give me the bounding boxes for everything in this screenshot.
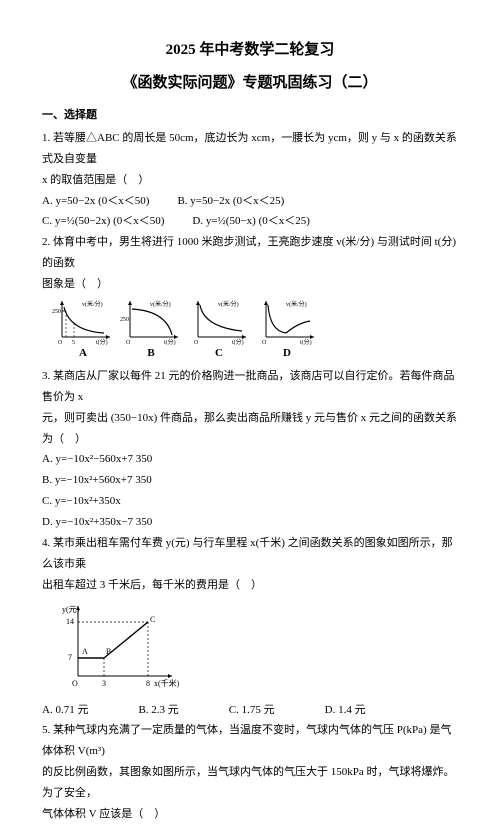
page-title-2: 《函数实际问题》专题巩固练习（二） <box>42 69 458 98</box>
svg-text:v(米/分): v(米/分) <box>82 300 103 308</box>
svg-text:v(米/分): v(米/分) <box>286 300 307 308</box>
q3-stem-line1: 3. 某商店从厂家以每件 21 元的价格购进一批商品，该商店可以自行定价。若每件… <box>42 366 458 408</box>
svg-text:v(米/分): v(米/分) <box>218 300 239 308</box>
q1-option-b: B. y=50−2x (0＜x＜25) <box>177 191 284 212</box>
q2-chart-a-caption: A <box>52 343 114 364</box>
q4-option-c: C. 1.75 元 <box>229 700 275 721</box>
q2-chart-d-caption: D <box>256 343 318 364</box>
q3-option-b: B. y=−10x²+560x+7 350 <box>42 470 458 491</box>
svg-text:7: 7 <box>68 653 72 662</box>
svg-text:O: O <box>194 340 199 345</box>
q2-chart-d: v(米/分) O t(分) D <box>256 297 318 364</box>
svg-text:t(分): t(分) <box>96 338 108 345</box>
q2-chart-c-caption: C <box>188 343 250 364</box>
q2-chart-c: v(米/分) O t(分) C <box>188 297 250 364</box>
svg-text:O: O <box>58 340 63 345</box>
q2-chart-a: 250 v(米/分) O 5 t(分) A <box>52 297 114 364</box>
q4-chart: y(元) 7 14 A B C O 3 8 x(千米) <box>60 600 180 698</box>
q4-option-a: A. 0.71 元 <box>42 700 88 721</box>
q1-option-d: D. y=½(50−x) (0＜x＜25) <box>192 211 310 232</box>
page-title-1: 2025 年中考数学二轮复习 <box>42 36 458 65</box>
q1-option-a: A. y=50−2x (0＜x＜50) <box>42 191 149 212</box>
svg-text:A: A <box>82 647 88 656</box>
q3-option-d: D. y=−10x²+350x−7 350 <box>42 512 458 533</box>
svg-text:8: 8 <box>146 679 150 688</box>
q5-stem-line3: 气体体积 V 应该是（ ） <box>42 804 458 825</box>
svg-text:t(分): t(分) <box>300 338 312 345</box>
svg-text:5: 5 <box>72 340 75 345</box>
svg-text:14: 14 <box>66 617 74 626</box>
q3-option-a: A. y=−10x²−560x+7 350 <box>42 449 458 470</box>
q3-stem-line2: 元，则可卖出 (350−10x) 件商品，那么卖出商品所赚钱 y 元与售价 x … <box>42 408 458 450</box>
q2-charts-row: 250 v(米/分) O 5 t(分) A 250 v(米/分) O t(分) … <box>52 297 458 364</box>
svg-text:O: O <box>126 340 131 345</box>
q3-option-c: C. y=−10x²+350x <box>42 491 458 512</box>
q5-stem-line2: 的反比例函数，其图象如图所示，当气球内气体的气压大于 150kPa 时，气球将爆… <box>42 762 458 804</box>
q1-stem-line1: 1. 若等腰△ABC 的周长是 50cm，底边长为 xcm，一腰长为 ycm，则… <box>42 128 458 170</box>
q2-stem-line2: 图象是（ ） <box>42 274 458 295</box>
svg-text:x(千米): x(千米) <box>154 678 180 688</box>
svg-text:O: O <box>72 679 78 688</box>
q2-chart-b-caption: B <box>120 343 182 364</box>
section-heading: 一、选择题 <box>42 105 458 126</box>
svg-text:3: 3 <box>102 679 106 688</box>
q4-option-d: D. 1.4 元 <box>325 700 366 721</box>
svg-text:B: B <box>106 647 111 656</box>
svg-text:O: O <box>262 340 267 345</box>
svg-text:t(分): t(分) <box>232 338 244 345</box>
q2-stem-line1: 2. 体育中考中，男生将进行 1000 米跑步测试，王亮跑步速度 v(米/分) … <box>42 232 458 274</box>
q2-chart-b: 250 v(米/分) O t(分) B <box>120 297 182 364</box>
q5-stem-line1: 5. 某种气球内充满了一定质量的气体，当温度不变时，气球内气体的气压 P(kPa… <box>42 720 458 762</box>
q1-stem-line2: x 的取值范围是（ ） <box>42 170 458 191</box>
svg-text:y(元): y(元) <box>62 605 80 614</box>
q1-option-c: C. y=½(50−2x) (0＜x＜50) <box>42 211 164 232</box>
svg-text:250: 250 <box>120 317 129 323</box>
q4-option-b: B. 2.3 元 <box>138 700 178 721</box>
svg-text:v(米/分): v(米/分) <box>150 300 171 308</box>
svg-text:t(分): t(分) <box>164 338 176 345</box>
q4-stem-line2: 出租车超过 3 千米后，每千米的费用是（ ） <box>42 575 458 596</box>
q4-stem-line1: 4. 某市乘出租车需付车费 y(元) 与行车里程 x(千米) 之间函数关系的图象… <box>42 533 458 575</box>
svg-text:250: 250 <box>52 309 61 315</box>
svg-text:C: C <box>150 615 155 624</box>
